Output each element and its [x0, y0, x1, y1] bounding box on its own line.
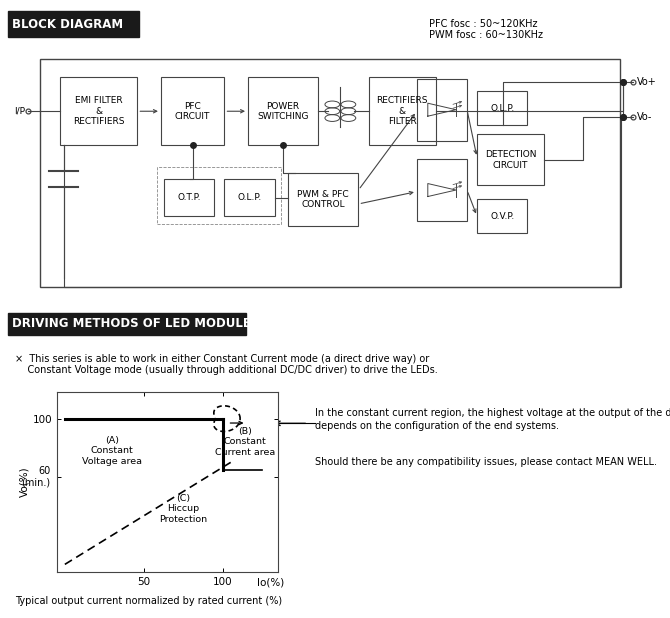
- Text: POWER
SWITCHING: POWER SWITCHING: [257, 101, 309, 121]
- Bar: [417, 78, 467, 141]
- Bar: [248, 77, 318, 145]
- Text: (B)
Constant
Current area: (B) Constant Current area: [215, 427, 275, 457]
- Text: In the constant current region, the highest voltage at the output of the driver
: In the constant current region, the high…: [315, 408, 670, 431]
- Text: Typical output current normalized by rated current (%): Typical output current normalized by rat…: [15, 596, 282, 606]
- Bar: [8, 313, 246, 335]
- Text: PFC fosc : 50~120KHz
PWM fosc : 60~130KHz: PFC fosc : 50~120KHz PWM fosc : 60~130KH…: [429, 19, 543, 40]
- Text: PWM & PFC
CONTROL: PWM & PFC CONTROL: [297, 190, 349, 209]
- Bar: [164, 179, 214, 216]
- Bar: [224, 179, 275, 216]
- Bar: [60, 77, 137, 145]
- Bar: [40, 59, 620, 287]
- Text: ×  This series is able to work in either Constant Current mode (a direct drive w: × This series is able to work in either …: [15, 353, 438, 375]
- Text: DRIVING METHODS OF LED MODULE: DRIVING METHODS OF LED MODULE: [12, 317, 251, 331]
- Bar: [417, 159, 467, 221]
- Bar: [477, 134, 544, 185]
- Text: O.L.P.: O.L.P.: [237, 193, 262, 202]
- Text: PFC
CIRCUIT: PFC CIRCUIT: [175, 101, 210, 121]
- Bar: [477, 91, 527, 125]
- Text: O.T.P.: O.T.P.: [178, 193, 201, 202]
- Text: Vo+: Vo+: [636, 77, 656, 87]
- Text: I/P: I/P: [15, 107, 25, 116]
- Text: RECTIFIERS
&
FILTER: RECTIFIERS & FILTER: [377, 96, 427, 126]
- Y-axis label: Vo(%): Vo(%): [19, 467, 29, 497]
- Text: EMI FILTER
&
RECTIFIERS: EMI FILTER & RECTIFIERS: [73, 96, 125, 126]
- Text: Vo-: Vo-: [636, 112, 652, 122]
- Bar: [8, 11, 139, 37]
- Text: (A)
Constant
Voltage area: (A) Constant Voltage area: [82, 436, 142, 465]
- Text: BLOCK DIAGRAM: BLOCK DIAGRAM: [12, 17, 123, 31]
- Text: (C)
Hiccup
Protection: (C) Hiccup Protection: [159, 494, 207, 524]
- Text: DETECTION
CIRCUIT: DETECTION CIRCUIT: [485, 150, 536, 169]
- Text: 60
(min.): 60 (min.): [21, 466, 51, 488]
- Text: Io(%): Io(%): [257, 577, 284, 588]
- Bar: [288, 173, 358, 226]
- Bar: [157, 167, 281, 224]
- Text: O.L.P.: O.L.P.: [490, 104, 515, 112]
- Text: Should there be any compatibility issues, please contact MEAN WELL.: Should there be any compatibility issues…: [315, 457, 657, 467]
- Bar: [369, 77, 436, 145]
- Bar: [477, 199, 527, 233]
- Text: O.V.P.: O.V.P.: [490, 212, 515, 221]
- Bar: [161, 77, 224, 145]
